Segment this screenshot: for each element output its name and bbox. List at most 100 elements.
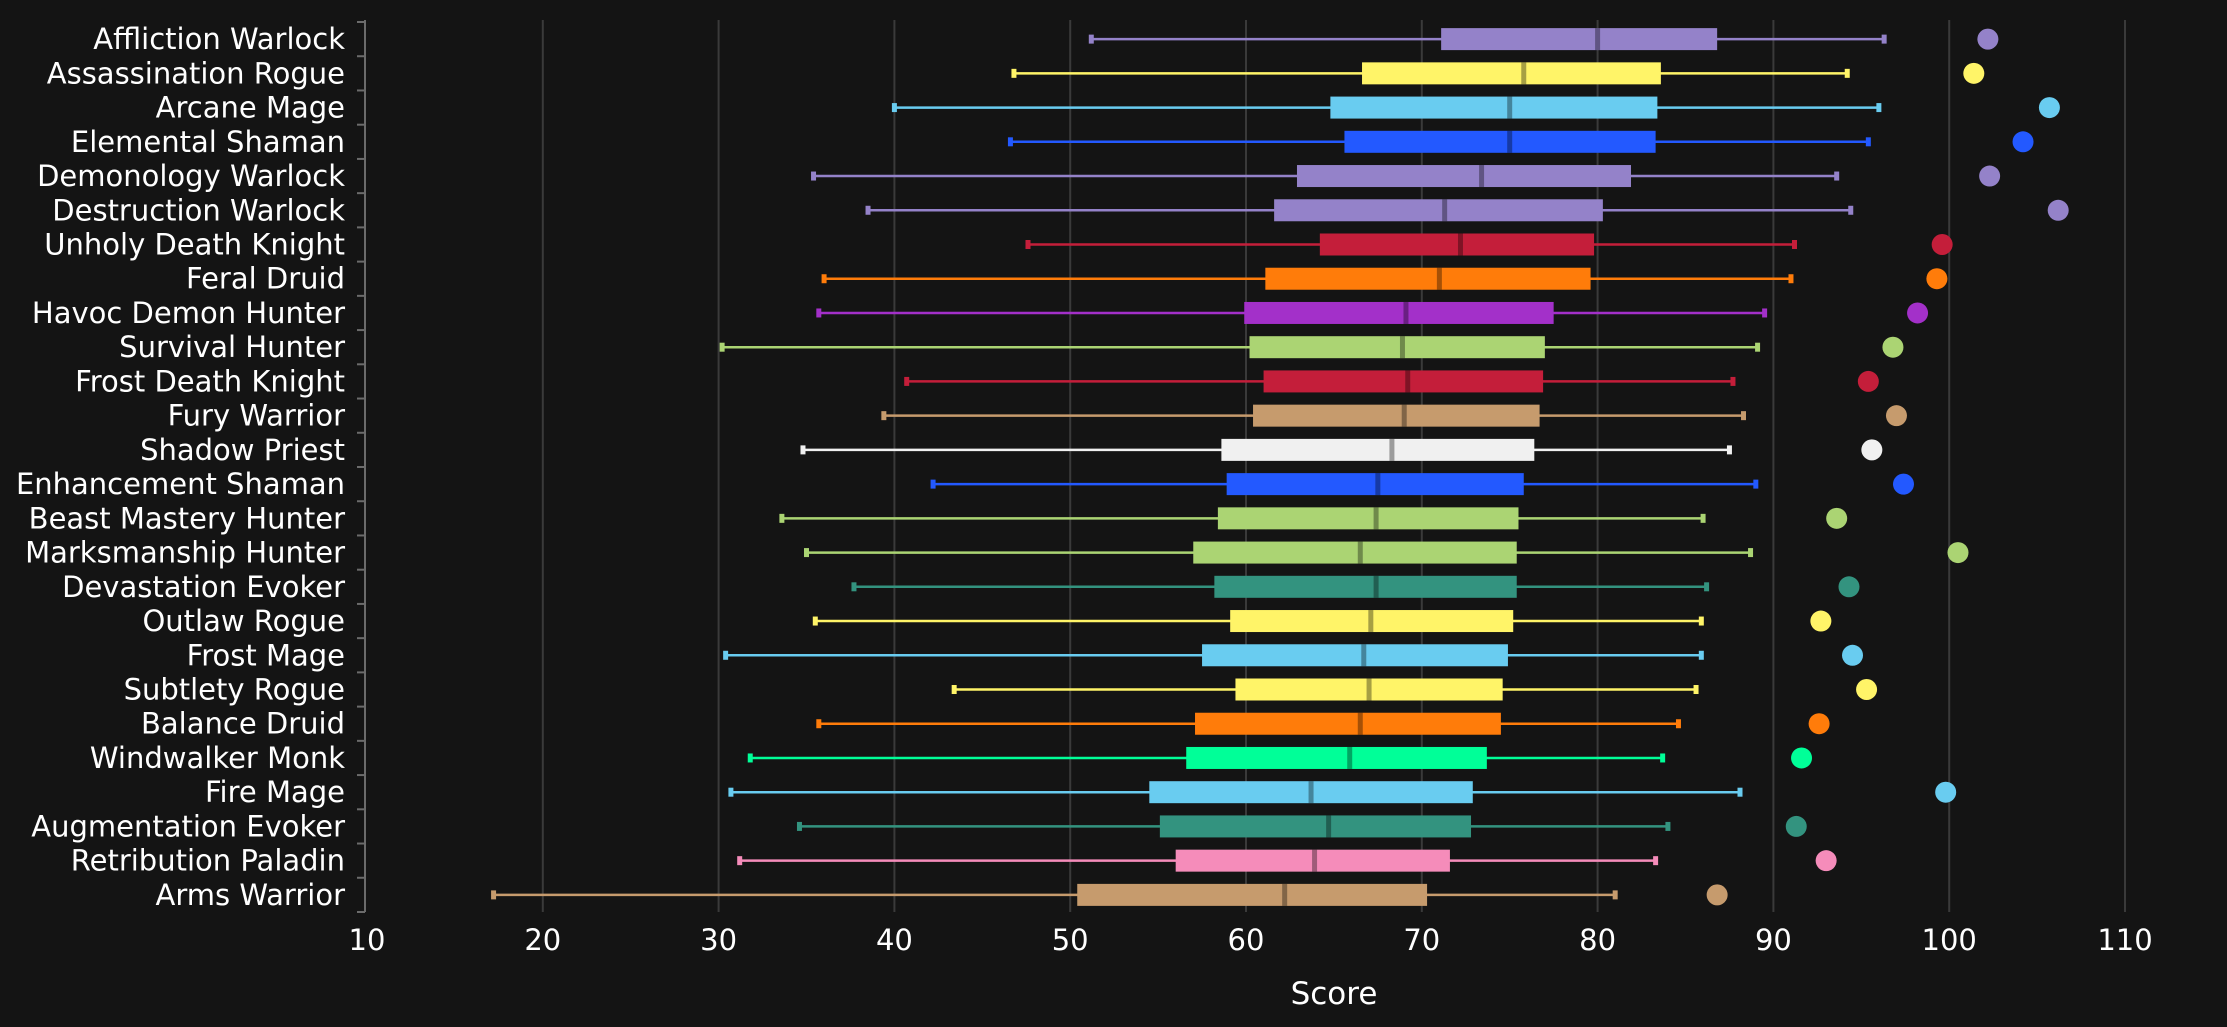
- max-point-dot: [2047, 199, 2069, 221]
- x-tick-label: 50: [1052, 923, 1089, 957]
- x-axis: 10 20 30 40 50 60 70 80 90 100 110: [349, 20, 2153, 957]
- max-point-dot: [1838, 576, 1860, 598]
- category-label: Frost Mage: [187, 638, 345, 672]
- box-row: [812, 610, 1832, 633]
- iqr-box: [1193, 541, 1517, 564]
- max-point-dot: [2038, 97, 2060, 119]
- iqr-box: [1175, 849, 1450, 872]
- box-row: [930, 473, 1914, 496]
- median-marker: [1312, 849, 1318, 872]
- x-tick-label: 60: [1228, 923, 1265, 957]
- max-point-dot: [2012, 131, 2034, 153]
- max-point-dot: [1857, 370, 1879, 392]
- median-marker: [1436, 267, 1442, 290]
- box-row: [816, 712, 1830, 735]
- category-label: Marksmanship Hunter: [25, 536, 345, 570]
- x-tick-label: 20: [524, 923, 561, 957]
- median-marker: [1368, 610, 1374, 633]
- iqr-box: [1441, 28, 1718, 51]
- iqr-box: [1077, 883, 1428, 906]
- category-label: Frost Death Knight: [75, 364, 345, 398]
- max-point-dot: [1826, 507, 1848, 529]
- box-row: [1025, 233, 1953, 256]
- box-row: [811, 165, 2001, 188]
- max-point-dot: [1785, 815, 1807, 837]
- median-marker: [1373, 507, 1379, 530]
- x-tick-label: 90: [1755, 923, 1792, 957]
- category-label: Arcane Mage: [156, 91, 345, 125]
- max-point-dot: [1808, 713, 1830, 735]
- median-marker: [1282, 883, 1288, 906]
- box-row: [816, 301, 1929, 324]
- max-point-dot: [1885, 405, 1907, 427]
- category-label: Elemental Shaman: [71, 125, 345, 159]
- iqr-box: [1202, 644, 1508, 667]
- median-marker: [1361, 644, 1367, 667]
- iqr-box: [1230, 610, 1514, 633]
- max-point-dot: [1931, 234, 1953, 255]
- max-point-dot: [1861, 439, 1883, 461]
- category-label: Demonology Warlock: [37, 159, 345, 193]
- category-label: Shadow Priest: [140, 433, 345, 467]
- median-marker: [1595, 28, 1601, 51]
- median-marker: [1347, 746, 1353, 769]
- iqr-box: [1362, 62, 1661, 85]
- category-label: Outlaw Rogue: [142, 604, 345, 638]
- category-label: Fire Mage: [205, 775, 345, 809]
- box-row: [719, 336, 1904, 359]
- median-marker: [1507, 130, 1513, 153]
- median-marker: [1507, 96, 1513, 119]
- max-point-dot: [1706, 884, 1728, 906]
- category-label: Assassination Rogue: [47, 56, 345, 90]
- iqr-box: [1249, 336, 1545, 359]
- category-label: Havoc Demon Hunter: [32, 296, 345, 330]
- iqr-box: [1274, 199, 1603, 222]
- iqr-box: [1186, 746, 1487, 769]
- box-row: [779, 507, 1848, 530]
- x-tick-label: 80: [1579, 923, 1616, 957]
- box-row: [737, 849, 1837, 872]
- max-point-dot: [1963, 62, 1985, 84]
- max-point-dot: [1856, 679, 1878, 700]
- iqr-box: [1159, 815, 1472, 838]
- max-point-dot: [1947, 542, 1969, 564]
- category-label: Affliction Warlock: [93, 22, 345, 56]
- max-point-dot: [1935, 781, 1957, 803]
- box-row: [1088, 28, 1999, 51]
- category-label: Retribution Paladin: [71, 844, 345, 878]
- median-marker: [1389, 438, 1395, 461]
- max-point-dot: [1892, 473, 1914, 495]
- iqr-box: [1217, 507, 1519, 530]
- category-label: Enhancement Shaman: [16, 467, 345, 501]
- x-tick-label: 10: [349, 923, 386, 957]
- max-point-dot: [1842, 644, 1864, 666]
- category-label: Fury Warrior: [168, 399, 346, 433]
- median-marker: [1442, 199, 1448, 222]
- box-row: [728, 781, 1957, 804]
- iqr-box: [1265, 267, 1591, 290]
- iqr-box: [1195, 712, 1501, 735]
- box-row: [851, 575, 1860, 598]
- category-label: Balance Druid: [141, 707, 345, 741]
- max-point-dot: [1815, 850, 1837, 872]
- median-marker: [1357, 541, 1363, 564]
- box-plot-series: [491, 28, 2069, 906]
- iqr-box: [1330, 96, 1658, 119]
- category-label: Unholy Death Knight: [44, 228, 345, 262]
- category-label: Destruction Warlock: [52, 193, 345, 227]
- category-label: Augmentation Evoker: [31, 809, 345, 843]
- box-row: [804, 541, 1969, 564]
- iqr-box: [1319, 233, 1595, 256]
- category-label: Windwalker Monk: [90, 741, 345, 775]
- box-row: [821, 267, 1948, 290]
- box-row: [800, 438, 1883, 461]
- median-marker: [1373, 575, 1379, 598]
- box-row: [747, 746, 1813, 769]
- box-row: [904, 370, 1879, 393]
- iqr-box: [1244, 301, 1554, 324]
- median-marker: [1403, 301, 1409, 324]
- median-marker: [1375, 473, 1381, 496]
- box-row: [891, 96, 2060, 119]
